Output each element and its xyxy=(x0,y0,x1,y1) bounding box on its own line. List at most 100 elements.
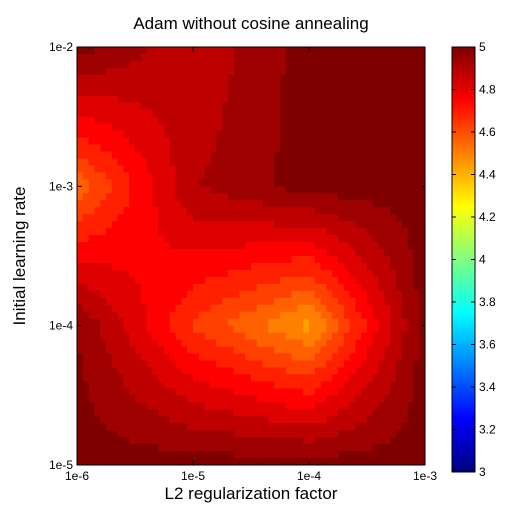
heatmap-cell xyxy=(407,297,414,306)
heatmap-cell xyxy=(187,228,194,236)
heatmap-cell xyxy=(256,353,264,362)
heatmap-cell xyxy=(326,311,333,320)
heatmap-cell xyxy=(297,235,304,243)
heatmap-cell xyxy=(222,262,229,271)
heatmap-cell xyxy=(262,339,269,348)
heatmap-cell xyxy=(285,221,293,229)
heatmap-cell xyxy=(135,269,142,278)
heatmap-cell xyxy=(378,395,385,403)
heatmap-cell xyxy=(140,200,148,208)
heatmap-cell xyxy=(320,165,327,173)
heatmap-cell xyxy=(181,360,188,369)
y-tick-label: 1e-5 xyxy=(49,458,73,472)
heatmap-cell xyxy=(349,95,356,104)
heatmap-cell xyxy=(216,367,223,376)
heatmap-cell xyxy=(140,402,148,410)
heatmap-cell xyxy=(401,179,409,187)
heatmap-cell xyxy=(343,297,351,306)
heatmap-cell xyxy=(291,374,298,382)
heatmap-cell xyxy=(384,207,391,215)
heatmap-cell xyxy=(297,165,304,173)
heatmap-cell xyxy=(216,109,223,118)
heatmap-cell xyxy=(106,276,113,285)
heatmap-cell xyxy=(169,47,177,55)
heatmap-cell xyxy=(146,367,153,376)
heatmap-cell xyxy=(297,228,304,236)
heatmap-cell xyxy=(413,109,420,118)
heatmap-cell xyxy=(419,242,425,250)
heatmap-cell xyxy=(82,130,90,139)
heatmap-cell xyxy=(100,130,107,139)
heatmap-cell xyxy=(146,158,153,167)
heatmap-cell xyxy=(152,269,159,278)
heatmap-cell xyxy=(332,423,339,431)
heatmap-cell xyxy=(222,423,229,431)
heatmap-cell xyxy=(152,179,159,187)
heatmap-cell xyxy=(297,444,304,452)
heatmap-cell xyxy=(227,116,235,125)
heatmap-cell xyxy=(198,437,206,445)
heatmap-cell xyxy=(123,242,130,250)
heatmap-cell xyxy=(280,193,287,201)
heatmap-cell xyxy=(198,416,206,424)
heatmap-cell xyxy=(111,318,119,327)
heatmap-cell xyxy=(193,186,200,194)
heatmap-cell xyxy=(256,332,264,341)
heatmap-cell xyxy=(332,53,339,62)
heatmap-cell xyxy=(338,81,345,90)
heatmap-cell xyxy=(285,74,293,83)
heatmap-cell xyxy=(384,130,391,139)
heatmap-cell xyxy=(169,179,177,187)
heatmap-cell xyxy=(82,353,90,362)
colorbar-tick-label: 3 xyxy=(479,465,486,479)
heatmap-cell xyxy=(407,262,414,271)
heatmap-cell xyxy=(140,290,148,299)
heatmap-cell xyxy=(413,256,420,264)
heatmap-cell xyxy=(291,74,298,83)
heatmap-cell xyxy=(297,451,304,459)
heatmap-cell xyxy=(309,297,316,306)
heatmap-cell xyxy=(401,172,409,180)
heatmap-cell xyxy=(251,200,258,208)
heatmap-cell xyxy=(193,95,200,104)
heatmap-cell xyxy=(117,179,124,187)
heatmap-cell xyxy=(291,388,298,396)
heatmap-cell xyxy=(88,207,95,215)
heatmap-cell xyxy=(355,381,362,389)
heatmap-cell xyxy=(175,74,182,83)
heatmap-cell xyxy=(349,81,356,90)
heatmap-cell xyxy=(187,109,194,118)
heatmap-cell xyxy=(367,67,374,76)
heatmap-cell xyxy=(187,325,194,334)
heatmap-cell xyxy=(396,311,403,320)
heatmap-cell xyxy=(88,81,95,90)
heatmap-cell xyxy=(297,367,304,376)
heatmap-cell xyxy=(384,388,391,396)
heatmap-cell xyxy=(268,144,275,153)
heatmap-cell xyxy=(210,67,217,76)
heatmap-cell xyxy=(355,276,362,285)
heatmap-cell xyxy=(280,416,287,424)
heatmap-cell xyxy=(361,437,368,445)
heatmap-cell xyxy=(117,395,124,403)
heatmap-cell xyxy=(361,458,368,465)
heatmap-cell xyxy=(94,221,101,229)
heatmap-cell xyxy=(233,402,240,410)
heatmap-cell xyxy=(233,346,240,355)
heatmap-cell xyxy=(94,249,101,257)
heatmap-cell xyxy=(210,130,217,139)
heatmap-cell xyxy=(419,193,425,201)
heatmap-cell xyxy=(111,221,119,229)
heatmap-cell xyxy=(274,388,281,396)
heatmap-cell xyxy=(135,332,142,341)
heatmap-cell xyxy=(280,353,287,362)
heatmap-cell xyxy=(268,249,275,257)
heatmap-cell xyxy=(349,179,356,187)
heatmap-cell xyxy=(227,130,235,139)
heatmap-cell xyxy=(100,304,107,313)
heatmap-cell xyxy=(129,395,136,403)
heatmap-cell xyxy=(384,409,391,417)
heatmap-cell xyxy=(193,332,200,341)
heatmap-cell xyxy=(262,402,269,410)
heatmap-cell xyxy=(262,88,269,97)
